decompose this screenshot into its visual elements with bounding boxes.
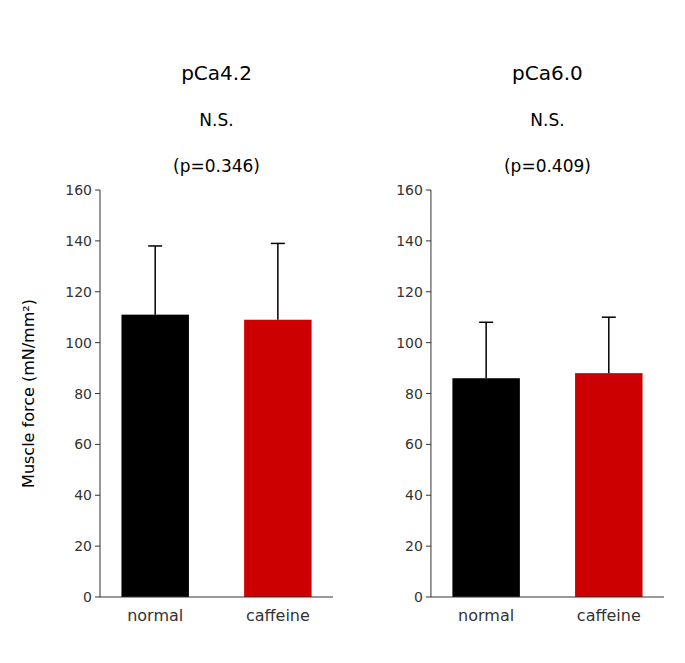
bar	[575, 373, 642, 597]
error-stem	[485, 322, 487, 378]
tick-label: 120	[396, 284, 423, 300]
bar	[452, 378, 519, 597]
tick-mark	[95, 444, 100, 445]
error-bar	[148, 246, 162, 315]
panel: pCa6.0 N.S. (p=0.409) 0 20 40 60 80 100 120 140 160…	[396, 61, 664, 625]
group-title: pCa6.0	[512, 61, 583, 85]
tick-label: 80	[74, 386, 92, 402]
tick-label: 140	[65, 233, 92, 249]
tick-mark	[426, 546, 431, 547]
tick-label: 120	[65, 284, 92, 300]
tick-label: 100	[65, 335, 92, 351]
annotation: (p=0.409)	[504, 156, 591, 176]
y-axis-line	[100, 190, 101, 597]
tick-label: 0	[83, 589, 92, 605]
tick-mark	[95, 190, 100, 191]
tick-label: 80	[405, 386, 423, 402]
tick-mark	[426, 190, 431, 191]
tick-mark	[95, 546, 100, 547]
error-bar	[602, 317, 616, 373]
tick-label: 40	[74, 487, 92, 503]
tick-mark	[426, 240, 431, 241]
tick-label: 20	[74, 538, 92, 554]
annotation: N.S.	[199, 110, 233, 130]
marks	[452, 317, 642, 597]
tick-label: 0	[414, 589, 423, 605]
tick-mark	[426, 597, 431, 598]
tick-mark	[95, 393, 100, 394]
tick-mark	[95, 291, 100, 292]
error-cap	[602, 316, 616, 318]
tick-label: 20	[405, 538, 423, 554]
category-label: caffeine	[577, 606, 641, 625]
category-label: caffeine	[246, 606, 310, 625]
tick-mark	[95, 240, 100, 241]
bar	[244, 320, 311, 597]
tick-mark	[95, 597, 100, 598]
tick-label: 160	[396, 182, 423, 198]
x-axis-line	[100, 597, 333, 598]
tick-label: 160	[65, 182, 92, 198]
error-stem	[608, 317, 610, 373]
category-label: normal	[458, 606, 514, 625]
chart-root: pCa4.2 N.S. (p=0.346) 0 20 40 60 80 100 120 140 160…	[0, 0, 685, 663]
bar	[121, 315, 188, 597]
error-stem	[277, 243, 279, 319]
marks	[121, 243, 311, 597]
error-bar	[271, 243, 285, 319]
y-axis-line	[430, 190, 431, 597]
tick-mark	[426, 495, 431, 496]
category-label: normal	[127, 606, 183, 625]
error-cap	[148, 245, 162, 247]
panel: pCa4.2 N.S. (p=0.346) 0 20 40 60 80 100 120 140 160…	[19, 61, 333, 625]
tick-mark	[426, 444, 431, 445]
tick-label: 100	[396, 335, 423, 351]
tick-label: 60	[405, 436, 423, 452]
annotation: N.S.	[530, 110, 564, 130]
x-axis-line	[431, 597, 664, 598]
tick-mark	[426, 393, 431, 394]
tick-mark	[426, 291, 431, 292]
error-cap	[479, 322, 493, 324]
tick-label: 40	[405, 487, 423, 503]
tick-label: 60	[74, 436, 92, 452]
tick-mark	[95, 495, 100, 496]
tick-mark	[426, 342, 431, 343]
annotation: (p=0.346)	[173, 156, 260, 176]
tick-mark	[95, 342, 100, 343]
tick-label: 140	[396, 233, 423, 249]
group-title: pCa4.2	[181, 61, 252, 85]
error-stem	[154, 246, 156, 315]
error-bar	[479, 322, 493, 378]
y-axis-label: Muscle force (mN/mm²)	[19, 299, 38, 488]
error-cap	[271, 243, 285, 245]
